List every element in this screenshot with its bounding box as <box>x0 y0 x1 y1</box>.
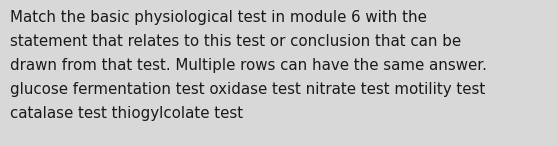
Text: glucose fermentation test oxidase test nitrate test motility test: glucose fermentation test oxidase test n… <box>10 82 485 97</box>
Text: statement that relates to this test or conclusion that can be: statement that relates to this test or c… <box>10 34 461 49</box>
Text: catalase test thiogylcolate test: catalase test thiogylcolate test <box>10 106 243 121</box>
Text: Match the basic physiological test in module 6 with the: Match the basic physiological test in mo… <box>10 10 427 25</box>
Text: drawn from that test. Multiple rows can have the same answer.: drawn from that test. Multiple rows can … <box>10 58 487 73</box>
